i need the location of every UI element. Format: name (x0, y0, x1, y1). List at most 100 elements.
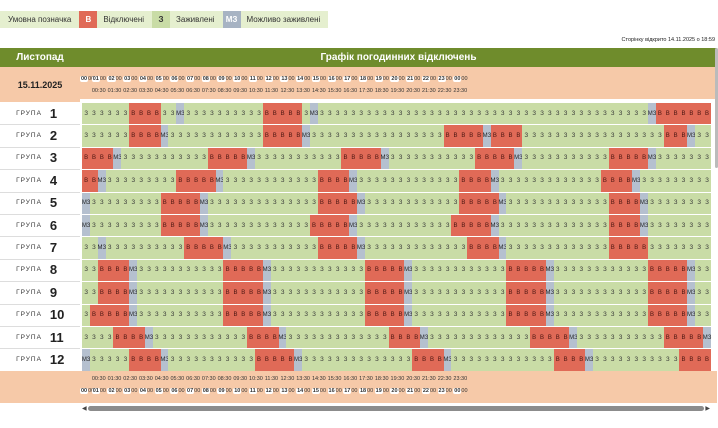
schedule-cell: З (325, 125, 334, 147)
schedule-cell: З (215, 282, 224, 304)
timeline-top: 0000010002000300040005000600070008000900… (80, 67, 717, 99)
schedule-cell: В (695, 103, 704, 125)
schedule-cell: З (435, 237, 444, 259)
schedule-cell: В (388, 259, 397, 282)
schedule-cell: З (144, 237, 154, 259)
schedule-cell: З (498, 304, 507, 326)
schedule-cell: З (467, 259, 476, 282)
half-hour-label: 01:30 (107, 376, 122, 382)
schedule-cell: В (262, 327, 272, 349)
vertical-scrollbar[interactable] (715, 48, 718, 168)
schedule-cell: З (121, 215, 130, 237)
schedule-cell: З (231, 170, 240, 192)
schedule-cell: З (545, 125, 554, 147)
schedule-cell: З (105, 170, 114, 192)
schedule-cell: З (608, 103, 617, 125)
schedule-cell: З (270, 170, 279, 192)
half-hour-label: 13:30 (296, 88, 310, 94)
schedule-cell: З (561, 259, 570, 282)
schedule-cell: З (215, 304, 224, 326)
schedule-cell: З (404, 125, 413, 147)
schedule-cell: В (254, 349, 264, 371)
hour-tick: 2100 (406, 76, 420, 82)
schedule-cell: В (160, 215, 169, 237)
group-label: ГРУПА 8 (0, 259, 80, 283)
half-hour-label: 14:30 (311, 376, 326, 382)
schedule-cell: З (632, 282, 641, 304)
schedule-cell: МЗ (443, 349, 452, 371)
schedule-cell: В (113, 259, 122, 282)
schedule-cell: В (679, 327, 688, 349)
schedule-cell: В (482, 237, 492, 259)
schedule-cell: В (530, 304, 539, 326)
schedule-cell: З (89, 215, 99, 237)
schedule-cell: З (223, 349, 232, 371)
schedule-cell: В (506, 259, 515, 282)
schedule-cell: З (372, 103, 382, 125)
schedule-cell: З (435, 259, 444, 282)
minute-label: 00 (131, 76, 138, 82)
schedule-cell: З (286, 215, 295, 237)
schedule-cell: З (600, 327, 609, 349)
schedule-cell: З (97, 192, 106, 214)
schedule-cell: З (585, 125, 594, 147)
schedule-cell: З (144, 304, 154, 326)
hour-label: 23 (437, 76, 446, 82)
scroll-left-arrow-icon[interactable]: ◀ (82, 406, 87, 412)
schedule-cell: З (498, 327, 507, 349)
schedule-cell: З (553, 282, 562, 304)
schedule-cell: З (105, 349, 114, 371)
schedule-cell: МЗ (176, 103, 185, 125)
half-hour-label: 19:30 (390, 376, 405, 382)
schedule-cell: В (388, 327, 397, 349)
hour-label: 17 (343, 76, 352, 82)
hour-label: 10 (233, 388, 242, 394)
schedule-cell: В (530, 259, 539, 282)
half-hour-label: 12:30 (280, 88, 295, 94)
schedule-cell: В (671, 282, 680, 304)
schedule-cell: З (152, 170, 161, 192)
schedule-cell: З (270, 192, 279, 214)
half-hour-label: 02:30 (123, 88, 138, 94)
schedule-cell: З (616, 327, 625, 349)
schedule-cell: З (695, 304, 704, 326)
schedule-cell: З (357, 349, 366, 371)
schedule-cell: З (97, 215, 106, 237)
scroll-thumb[interactable] (88, 406, 704, 411)
schedule-cell: В (647, 282, 657, 304)
horizontal-scrollbar[interactable]: ◀ ▶ (82, 405, 710, 412)
schedule-cell: З (372, 170, 382, 192)
hour-label: 15 (311, 76, 320, 82)
schedule-cell: В (553, 327, 562, 349)
schedule-cell: З (144, 259, 154, 282)
schedule-cell: З (435, 215, 444, 237)
scroll-right-arrow-icon[interactable]: ▶ (705, 406, 710, 412)
schedule-cell: З (467, 327, 476, 349)
schedule-cell: З (624, 349, 633, 371)
schedule-cell: З (302, 282, 311, 304)
schedule-cell: В (663, 282, 672, 304)
schedule-cell: В (687, 327, 696, 349)
schedule-cell: В (137, 327, 146, 349)
hour-label: 19 (374, 388, 383, 394)
schedule-cell: З (357, 125, 366, 147)
schedule-cell: З (270, 304, 279, 326)
schedule-cell: З (553, 215, 562, 237)
schedule-cell: З (640, 349, 649, 371)
schedule-cell: З (561, 237, 570, 259)
schedule-cell: В (105, 282, 114, 304)
schedule-cell: В (490, 192, 499, 214)
schedule-cell: В (215, 237, 224, 259)
schedule-cell: З (144, 192, 154, 214)
schedule-cell: З (270, 282, 279, 304)
schedule-cell: В (152, 349, 161, 371)
schedule-cell: З (419, 215, 429, 237)
schedule-cell: В (671, 125, 680, 147)
schedule-cell: З (592, 170, 602, 192)
hour-tick: 0000 (453, 388, 468, 394)
schedule-cell: В (176, 192, 185, 214)
schedule-cell: В (380, 282, 389, 304)
schedule-cell: З (215, 125, 224, 147)
minute-label: 00 (88, 76, 94, 82)
schedule-cell: В (702, 349, 712, 371)
